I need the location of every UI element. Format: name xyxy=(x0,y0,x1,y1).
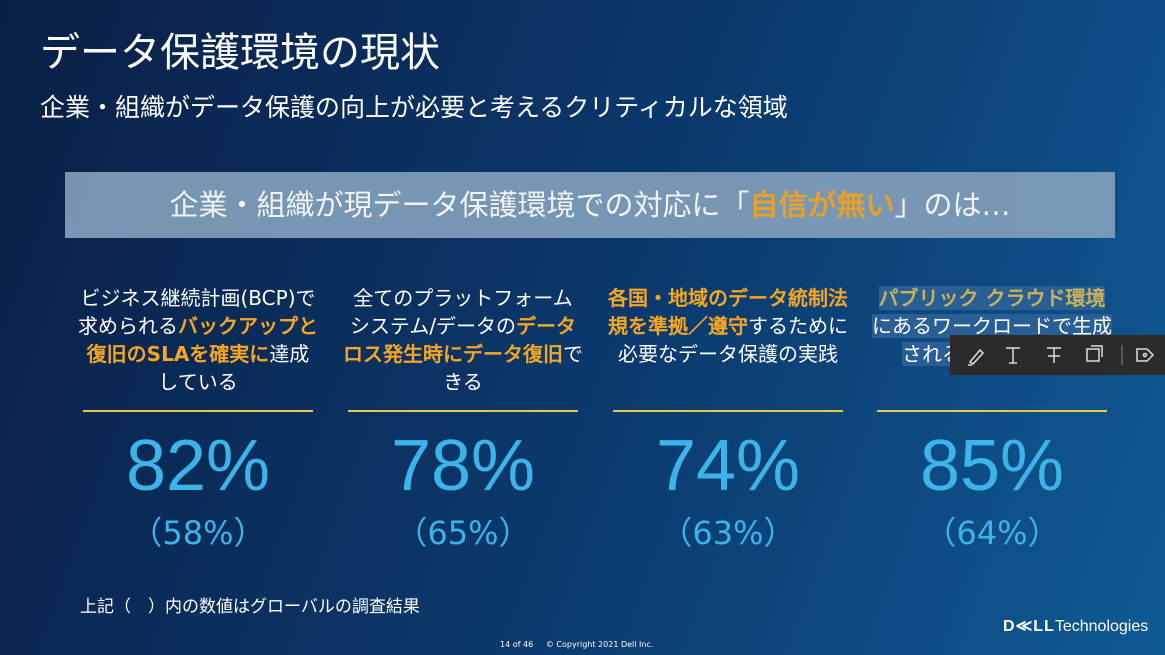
column-text: 各国・地域のデータ統制法規を準拠／遵守するために必要なデータ保護の実践 xyxy=(608,284,848,396)
column-segment: ビジネス継続計画(BCP)で求められる xyxy=(78,286,316,338)
note-button[interactable] xyxy=(1086,345,1103,362)
note: 上記（ ）内の数値はグローバルの調査結果 xyxy=(80,597,420,617)
column-segment: 全てのプラットフォーム システム/データの xyxy=(349,286,573,338)
column-segment: データロス発生時にデータ復旧 xyxy=(343,314,577,366)
annotation-toolbar xyxy=(950,335,1165,375)
strike-button[interactable] xyxy=(1047,347,1061,363)
divider xyxy=(613,410,843,412)
divider xyxy=(877,410,1107,412)
percent: 85% xyxy=(919,426,1065,506)
text-button[interactable] xyxy=(1006,347,1020,364)
footer: 14 of 46 © Copyright 2021 Dell Inc. xyxy=(500,640,653,649)
subtitle: 企業・組織がデータ保護の向上が必要と考えるクリティカルな領域 xyxy=(40,93,788,122)
logo-brand: D≪LL xyxy=(1003,618,1055,635)
column-segment: バックアップと復旧のSLAを確実に xyxy=(86,314,318,366)
percent: 82% xyxy=(125,426,271,506)
global-percent: （63%） xyxy=(660,514,796,552)
column-segment: するために必要なデータ保護の実践 xyxy=(618,314,848,366)
highlighter-button[interactable] xyxy=(968,348,985,366)
divider xyxy=(83,410,313,412)
banner-text: 自信が無い xyxy=(749,188,895,222)
column-text: 全てのプラットフォーム システム/データのデータロス発生時にデータ復旧できる xyxy=(343,284,583,396)
percent: 78% xyxy=(390,426,536,506)
page-number: 14 of 46 xyxy=(500,640,534,649)
divider xyxy=(348,410,578,412)
column-segment: できる xyxy=(443,342,583,394)
copyright: © Copyright 2021 Dell Inc. xyxy=(545,640,654,649)
percent: 74% xyxy=(655,426,801,506)
banner-text: 企業・組織が現データ保護環境での対応に「 xyxy=(169,188,750,222)
global-percent: （58%） xyxy=(130,514,266,552)
column-text: ビジネス継続計画(BCP)で求められるバックアップと復旧のSLAを確実に達成して… xyxy=(78,284,318,396)
global-percent: （64%） xyxy=(924,514,1060,552)
banner: 企業・組織が現データ保護環境での対応に「自信が無い」のは… xyxy=(65,172,1115,238)
column-segment: パブリック クラウド環境 xyxy=(878,286,1106,310)
column-segment: 達成している xyxy=(158,342,310,394)
logo-suffix: Technologies xyxy=(1054,618,1149,635)
column-segment: 各国・地域のデータ統制法規を準拠／遵守 xyxy=(608,286,848,338)
more-button[interactable] xyxy=(1136,348,1155,362)
logo: D≪LLTechnologies xyxy=(1003,616,1148,636)
global-percent: （65%） xyxy=(395,514,531,552)
title: データ保護環境の現状 xyxy=(40,30,440,76)
banner-text: 」のは… xyxy=(894,188,1011,222)
